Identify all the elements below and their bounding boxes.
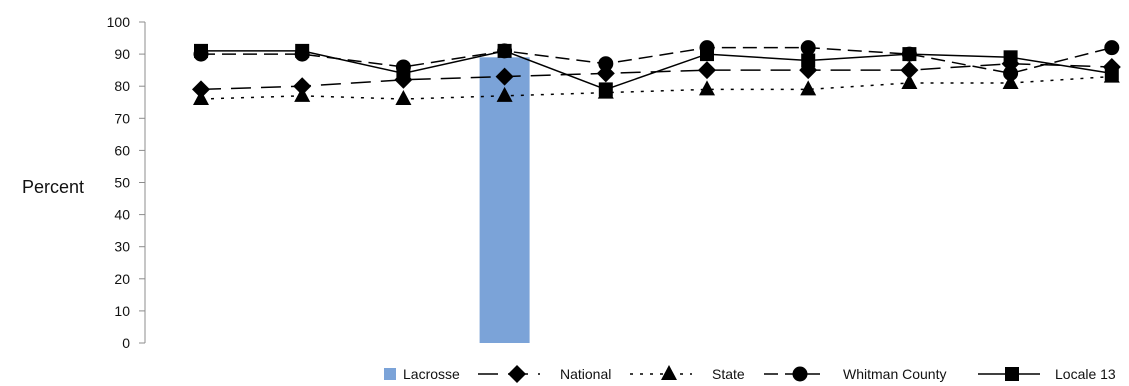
y-tick-label: 10 xyxy=(114,303,130,319)
y-tick-label: 80 xyxy=(114,78,130,94)
y-tick-label: 100 xyxy=(107,14,131,30)
marker-national xyxy=(698,61,716,80)
marker-whitman-county xyxy=(598,56,614,72)
legend-marker-state xyxy=(661,365,677,380)
legend-marker-national xyxy=(508,365,526,383)
y-axis-label: Percent xyxy=(22,177,84,197)
marker-national xyxy=(293,77,312,96)
marker-state xyxy=(395,90,412,106)
legend-item-whitman-county: Whitman County xyxy=(764,366,946,382)
legend-label: Locale 13 xyxy=(1055,366,1116,382)
legend-item-national: National xyxy=(478,365,611,383)
marker-locale-13 xyxy=(902,47,917,62)
y-tick-label: 50 xyxy=(114,175,130,191)
y-axis: 0 10 20 30 40 50 60 70 80 90 100 xyxy=(107,14,146,351)
marker-whitman-county xyxy=(1104,40,1120,56)
y-tick-label: 90 xyxy=(114,46,130,62)
legend-label: Whitman County xyxy=(843,366,946,382)
y-tick-label: 30 xyxy=(114,239,130,255)
series-state xyxy=(193,67,1120,106)
legend-item-locale-13: Locale 13 xyxy=(978,366,1116,382)
y-tick-label: 40 xyxy=(114,207,130,223)
marker-national xyxy=(900,61,919,80)
marker-whitman-county xyxy=(1003,65,1019,81)
marker-national xyxy=(192,80,210,99)
series-locale-13 xyxy=(194,43,1119,97)
marker-locale-13 xyxy=(801,53,816,68)
marker-state xyxy=(699,80,715,96)
series-national xyxy=(192,54,1121,99)
legend-label: State xyxy=(712,366,745,382)
legend-label: National xyxy=(560,366,611,382)
series-line-locale-13 xyxy=(201,50,1112,91)
marker-locale-13 xyxy=(295,43,310,58)
legend-item-lacrosse: Lacrosse xyxy=(384,366,460,382)
marker-state xyxy=(496,86,513,102)
marker-state xyxy=(294,86,311,102)
marker-state xyxy=(193,90,209,106)
legend-marker-whitman-county xyxy=(792,366,808,382)
legend-marker-locale-13 xyxy=(1005,367,1019,381)
marker-locale-13 xyxy=(700,47,714,62)
legend: Lacrosse National State Whitman County Local… xyxy=(384,365,1116,383)
marker-state xyxy=(800,80,817,96)
legend-item-state: State xyxy=(630,365,745,382)
legend-label: Lacrosse xyxy=(403,366,460,382)
series-line-state xyxy=(200,75,1112,100)
marker-locale-13 xyxy=(598,82,613,97)
marker-whitman-county xyxy=(800,40,816,56)
line-layer xyxy=(192,40,1121,106)
y-tick-label: 20 xyxy=(114,271,130,287)
marker-locale-13 xyxy=(1003,50,1018,65)
y-tick-label: 60 xyxy=(114,142,130,158)
legend-swatch-lacrosse xyxy=(384,368,396,380)
marker-national xyxy=(495,67,514,86)
series-whitman-county xyxy=(193,40,1120,81)
marker-locale-13 xyxy=(497,43,512,58)
marker-state xyxy=(901,73,918,89)
marker-locale-13 xyxy=(396,66,411,81)
marker-state xyxy=(1002,73,1019,89)
bar-layer xyxy=(479,57,530,344)
y-tick-label: 70 xyxy=(114,110,130,126)
marker-locale-13 xyxy=(1104,66,1119,81)
marker-locale-13 xyxy=(194,43,208,58)
series-line-whitman-county xyxy=(201,46,1112,75)
bar-lacrosse xyxy=(479,57,530,344)
series-line-national xyxy=(200,62,1112,91)
y-tick-label: 0 xyxy=(122,335,130,351)
